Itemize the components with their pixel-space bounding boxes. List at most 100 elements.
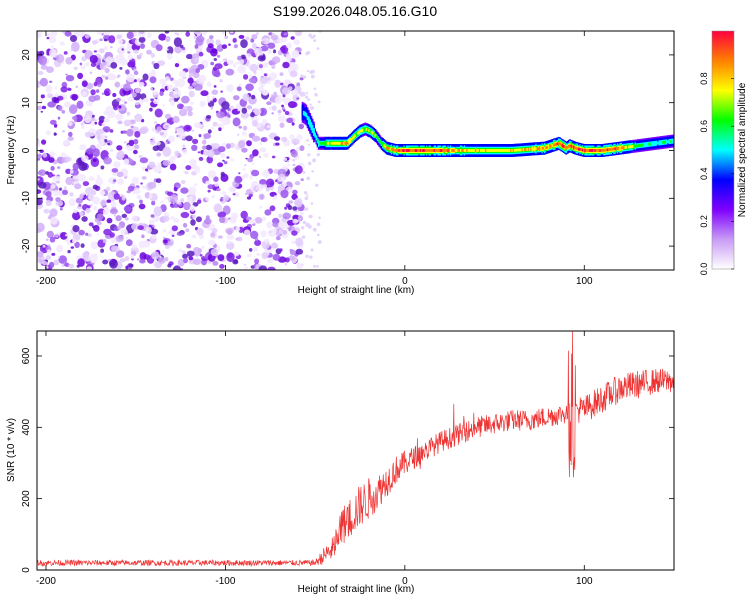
noise-blob — [64, 101, 71, 108]
noise-blob — [62, 130, 65, 133]
colorbar-tick-label: 0.2 — [699, 215, 709, 228]
noise-blob — [188, 256, 194, 261]
noise-blob — [96, 174, 101, 179]
noise-blob — [223, 194, 230, 201]
noise-blob — [73, 66, 78, 71]
noise-blob — [93, 119, 98, 122]
noise-blob — [41, 139, 47, 145]
noise-blob — [281, 104, 285, 108]
noise-blob — [229, 216, 237, 224]
noise-blob — [221, 44, 228, 49]
noise-blob — [72, 162, 80, 171]
noise-blob — [59, 187, 62, 191]
ridge-segment — [583, 149, 585, 152]
noise-blob — [290, 36, 295, 40]
noise-blob — [247, 157, 254, 163]
noise-blob — [69, 169, 74, 174]
noise-blob — [174, 32, 178, 35]
noise-dot — [313, 39, 317, 43]
ridge-segment — [408, 149, 411, 152]
noise-blob — [153, 206, 163, 217]
noise-blob — [109, 73, 117, 81]
noise-blob — [250, 38, 255, 43]
noise-blob — [89, 71, 93, 74]
ridge-segment — [313, 129, 315, 135]
noise-blob — [95, 177, 104, 187]
ridge-segment — [369, 129, 372, 133]
noise-dot — [316, 264, 319, 268]
ridge-segment — [515, 148, 517, 152]
noise-blob — [98, 138, 105, 146]
noise-blob — [226, 240, 232, 244]
noise-blob — [113, 213, 117, 217]
noise-blob — [263, 73, 268, 77]
spectrogram-y-label: Frequency (Hz) — [6, 116, 17, 185]
noise-blob — [90, 157, 100, 168]
noise-blob — [162, 146, 172, 157]
noise-blob — [185, 165, 192, 171]
noise-blob — [60, 208, 63, 211]
ridge-segment — [410, 149, 413, 152]
noise-blob — [288, 200, 294, 204]
noise-blob — [173, 89, 181, 98]
noise-dot — [307, 98, 310, 102]
noise-blob — [71, 182, 75, 186]
ridge-segment — [390, 148, 393, 151]
noise-blob — [254, 239, 262, 246]
ridge-segment — [590, 149, 593, 152]
noise-blob — [221, 31, 226, 35]
ridge-segment — [520, 148, 522, 152]
ridge-segment — [639, 144, 642, 147]
ridge-segment — [653, 142, 656, 145]
ridge-segment — [335, 141, 338, 145]
noise-blob — [234, 175, 243, 184]
noise-blob — [207, 129, 212, 134]
noise-blob — [40, 94, 45, 99]
noise-blob — [53, 123, 58, 128]
snr-y-label: SNR (10 * v/v) — [6, 418, 17, 482]
ridge-segment — [370, 130, 373, 134]
noise-blob — [284, 157, 288, 161]
noise-blob — [37, 157, 41, 161]
noise-dot — [312, 227, 317, 232]
noise-dot — [302, 75, 307, 79]
ridge-segment — [637, 144, 639, 148]
noise-blob — [142, 97, 149, 103]
noise-blob — [275, 235, 281, 241]
ridge-segment — [513, 148, 516, 152]
noise-blob — [260, 230, 267, 238]
ridge-segment — [403, 149, 406, 152]
noise-blob — [189, 101, 195, 105]
ridge-segment — [333, 141, 335, 145]
noise-blob — [149, 139, 156, 145]
ridge-segment — [507, 149, 510, 152]
noise-blob — [73, 175, 79, 180]
noise-blob — [162, 103, 165, 107]
ridge-segment — [541, 146, 544, 150]
ridge-segment — [562, 145, 565, 148]
noise-blob — [37, 31, 42, 39]
noise-blob — [125, 239, 133, 247]
noise-dot — [309, 103, 312, 106]
noise-dot — [306, 176, 311, 181]
ridge-segment — [629, 145, 632, 149]
noise-blob — [257, 55, 266, 62]
noise-blob — [281, 87, 291, 95]
noise-blob — [72, 225, 80, 233]
noise-blob — [149, 228, 159, 235]
noise-blob — [74, 183, 82, 190]
noise-blob — [290, 150, 298, 158]
noise-blob — [277, 109, 282, 114]
ridge-segment — [358, 130, 360, 134]
ridge-segment — [568, 145, 570, 148]
ridge-segment — [539, 147, 541, 150]
ridge-segment — [589, 149, 592, 152]
noise-blob — [282, 212, 292, 220]
noise-blob — [100, 200, 107, 207]
ridge-segment — [456, 149, 458, 152]
ridge-segment — [422, 149, 424, 152]
noise-blob — [142, 73, 149, 81]
noise-blob — [109, 232, 115, 238]
y-tick-label: 600 — [21, 347, 32, 364]
noise-blob — [292, 189, 298, 195]
